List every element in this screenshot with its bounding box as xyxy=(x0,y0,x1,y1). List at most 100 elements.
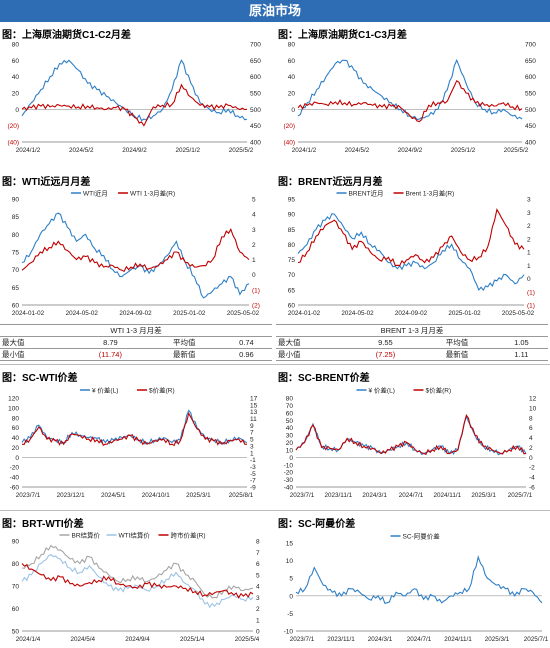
y-left-tick-label: -40 xyxy=(10,475,20,482)
x-tick-label: 2025-05-02 xyxy=(502,310,535,317)
y-left-tick-label: 60 xyxy=(12,606,20,613)
y-right-tick-label: 4 xyxy=(252,212,256,219)
y-left-tick-label: 70 xyxy=(288,272,296,279)
y-right-tick-label: 2 xyxy=(529,445,533,452)
y-left-tick-label: 80 xyxy=(12,415,20,422)
legend-label: WTI近月 xyxy=(83,189,108,198)
y-right-tick-label: -3 xyxy=(250,464,256,471)
y-right-tick-label: (1) xyxy=(527,303,535,310)
x-tick-label: 2023/12/1 xyxy=(57,492,86,499)
y-left-tick-label: 5 xyxy=(289,576,293,583)
y-right-tick-label: -2 xyxy=(529,465,535,472)
x-tick-label: 2023/7/1 xyxy=(16,492,41,499)
y-left-tick-label: -5 xyxy=(287,611,293,618)
y-left-tick-label: 60 xyxy=(12,303,20,310)
y-right-tick-label: 5 xyxy=(250,437,254,444)
y-right-tick-label: -9 xyxy=(250,485,256,492)
x-tick-label: 2024/9/4 xyxy=(125,636,150,643)
x-tick-label: 2024-05-02 xyxy=(66,310,99,317)
y-left-tick-label: 30 xyxy=(286,433,294,440)
series-line xyxy=(297,208,525,267)
x-tick-label: 2025/1/4 xyxy=(180,636,205,643)
y-left-tick-label: -10 xyxy=(284,629,294,636)
y-left-tick-label: 50 xyxy=(12,629,20,636)
stats-avg-label: 平均值 xyxy=(419,336,495,349)
x-tick-label: 2025/5/2 xyxy=(504,147,529,154)
legend-label: $价差(R) xyxy=(426,386,452,395)
x-tick-label: 2024/5/2 xyxy=(345,147,370,154)
y-left-tick-label: 0 xyxy=(289,593,293,600)
y-right-tick-label: 12 xyxy=(529,396,537,403)
y-right-tick-label: 2 xyxy=(527,236,531,243)
series-line xyxy=(21,227,250,273)
y-right-tick-label: 13 xyxy=(250,409,258,416)
stats-max-value: 8.79 xyxy=(72,336,148,349)
section-divider xyxy=(0,510,550,511)
y-left-tick-label: 65 xyxy=(288,287,296,294)
y-left-tick-label: 20 xyxy=(12,91,20,98)
y-right-tick-label: -1 xyxy=(250,457,256,464)
x-tick-label: 2024-01-02 xyxy=(12,310,45,317)
y-left-tick-label: 70 xyxy=(286,403,294,410)
legend-label: SC-阿曼价差 xyxy=(403,532,441,541)
chart-sc-c1c3: (40) (20) 0 20 40 60 80 400 450 500 550 600 650 700 20… xyxy=(283,42,536,155)
y-left-tick-label: -30 xyxy=(284,477,294,484)
y-right-tick-label: 700 xyxy=(250,42,261,49)
y-left-tick-label: 15 xyxy=(286,541,294,548)
x-tick-label: 2025-01-02 xyxy=(448,310,481,317)
x-tick-label: 2024/5/4 xyxy=(70,636,95,643)
y-right-tick-label: 2 xyxy=(527,223,531,230)
x-tick-label: 2024/7/1 xyxy=(399,492,424,499)
panel-title-brent-spread: 图：BRENT近远月月差 xyxy=(278,177,383,188)
y-left-tick-label: 20 xyxy=(286,440,294,447)
stats-latest-label: 最新值 xyxy=(419,348,495,361)
x-tick-label: 2025/1/2 xyxy=(175,147,200,154)
legend-label: ¥ 价差(L) xyxy=(369,386,395,395)
chart-sc-brent: -40-30-20-1001020304050607080-6-4-202468… xyxy=(284,386,537,500)
series-line xyxy=(21,83,248,127)
x-tick-label: 2024/9/2 xyxy=(122,147,147,154)
section-banner: 原油市场 xyxy=(0,0,550,22)
y-right-tick-label: 400 xyxy=(525,140,536,147)
y-right-tick-label: 3 xyxy=(250,443,254,450)
y-left-tick-label: 85 xyxy=(288,227,296,234)
stats-min-label: 最小值 xyxy=(0,348,73,361)
y-right-tick-label: 6 xyxy=(529,425,533,432)
y-right-tick-label: 7 xyxy=(250,430,254,437)
y-right-tick-label: 8 xyxy=(256,539,260,546)
panel-title-sc-brent: 图：SC-BRENT价差 xyxy=(278,373,370,384)
series-line xyxy=(297,213,525,292)
stats-min-label: 最小值 xyxy=(276,348,352,361)
y-right-tick-label: 3 xyxy=(527,197,531,204)
y-left-tick-label: 75 xyxy=(288,257,296,264)
legend-label: Brent 1-3月差(R) xyxy=(406,189,455,198)
x-tick-label: 2025-05-02 xyxy=(227,310,260,317)
panel-title-wti-spread: 图：WTI近远月月差 xyxy=(2,177,91,188)
y-right-tick-label: 700 xyxy=(525,42,536,49)
x-tick-label: 2024/3/1 xyxy=(362,492,387,499)
x-tick-label: 2024-09-02 xyxy=(395,310,428,317)
y-left-tick-label: -10 xyxy=(284,462,294,469)
stats-max-label: 最大值 xyxy=(0,336,73,349)
stats-avg-label: 平均值 xyxy=(147,336,221,349)
y-right-tick-label: -4 xyxy=(529,475,535,482)
y-right-tick-label: 0 xyxy=(256,629,260,636)
y-right-tick-label: 4 xyxy=(256,584,260,591)
x-tick-label: 2024/5/1 xyxy=(101,492,126,499)
y-right-tick-label: 1 xyxy=(250,450,254,457)
x-tick-label: 2025/3/1 xyxy=(485,636,510,643)
y-right-tick-label: 7 xyxy=(256,550,260,557)
y-right-tick-label: 450 xyxy=(250,123,261,130)
x-tick-label: 2024/5/2 xyxy=(69,147,94,154)
x-tick-label: 2024/3/1 xyxy=(368,636,393,643)
chart-wti-spread: 60 65 70 75 80 85 90 (2) (1) 0 1 2 3 4 5 2024-01-02 2024… xyxy=(12,189,260,318)
x-tick-label: 2025/3/1 xyxy=(186,492,211,499)
y-left-tick-label: 90 xyxy=(12,197,20,204)
stats-table-wti: WTI 1-3 月月差 最大值 8.79 平均值 0.74 最小值 (11.74… xyxy=(0,324,272,361)
stats-latest-label: 最新值 xyxy=(147,348,221,361)
x-tick-label: 2024/10/1 xyxy=(142,492,171,499)
y-left-tick-label: -40 xyxy=(284,485,294,492)
y-left-tick-label: 75 xyxy=(12,250,20,257)
y-left-tick-label: (40) xyxy=(283,140,295,147)
y-right-tick-label: 11 xyxy=(250,416,257,423)
